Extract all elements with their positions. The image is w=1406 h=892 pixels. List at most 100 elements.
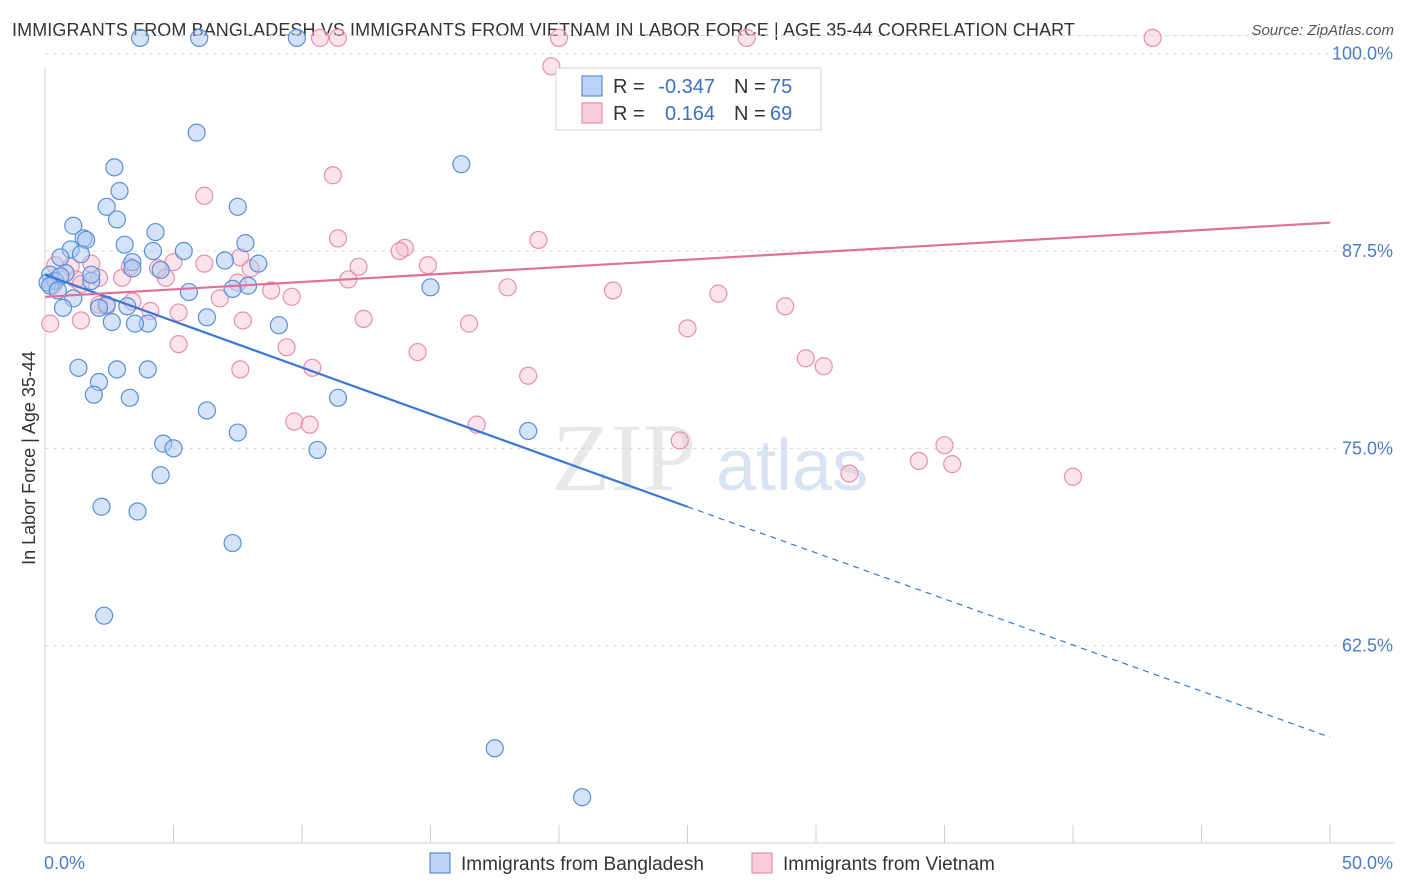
bangladesh-point <box>110 181 129 201</box>
watermark-atlas: atlas <box>716 426 868 506</box>
vietnam-point <box>678 319 697 338</box>
y-tick-label: 87.5% <box>1342 241 1393 261</box>
legend-swatch-vietnam <box>581 102 603 124</box>
bangladesh-point <box>102 312 121 332</box>
vietnam-point <box>282 287 301 306</box>
series-legend: Immigrants from Bangladesh Immigrants fr… <box>429 852 995 875</box>
bangladesh-point <box>69 358 88 377</box>
bangladesh-point <box>125 314 145 333</box>
bangladesh-trendline-extension <box>687 506 1331 738</box>
vietnam-point <box>909 451 928 471</box>
vietnam-point <box>354 309 373 328</box>
bangladesh-point <box>190 28 209 47</box>
bangladesh-point <box>164 439 183 458</box>
bangladesh-point <box>197 308 217 327</box>
y-tick-label: 75.0% <box>1342 438 1393 458</box>
vietnam-point <box>459 314 479 333</box>
bangladesh-point <box>223 533 242 553</box>
x-tick-label-end: 50.0% <box>1342 853 1393 873</box>
vietnam-point <box>709 284 728 303</box>
bangladesh-point <box>573 788 592 807</box>
vietnam-point <box>395 238 414 257</box>
bangladesh-point <box>53 298 73 317</box>
bangladesh-point <box>197 401 217 420</box>
bangladesh-point <box>223 279 242 298</box>
bangladesh-point <box>287 28 306 47</box>
vietnam-point <box>310 28 330 47</box>
trendlines <box>44 221 1331 738</box>
bangladesh-point <box>236 234 255 253</box>
bottom-legend-label-bangladesh: Immigrants from Bangladesh <box>461 854 704 875</box>
vietnam-point <box>776 297 795 316</box>
bangladesh-point <box>120 388 139 407</box>
bangladesh-point <box>82 265 101 284</box>
bangladesh-point <box>115 235 134 254</box>
bangladesh-point <box>215 251 234 270</box>
vietnam-point <box>408 342 427 362</box>
bangladesh-point <box>187 123 206 142</box>
bangladesh-point <box>143 241 163 261</box>
vietnam-point <box>796 349 815 368</box>
legend-n-label-2: N = <box>734 103 766 125</box>
bangladesh-point <box>228 197 247 216</box>
bangladesh-point <box>519 421 538 441</box>
bangladesh-point <box>107 360 127 379</box>
vietnam-point <box>169 335 188 354</box>
watermark-zip: ZIP <box>552 404 696 511</box>
vietnam-point <box>233 311 252 330</box>
bangladesh-point <box>228 423 247 442</box>
vietnam-point <box>71 311 91 330</box>
y-tick-label: 62.5% <box>1342 636 1393 656</box>
vietnam-point <box>323 166 342 185</box>
vietnam-point <box>519 366 538 385</box>
bangladesh-point <box>174 241 193 261</box>
bangladesh-point <box>130 28 150 47</box>
y-axis-label: In Labor Force | Age 35-44 <box>19 351 39 565</box>
vietnam-point <box>529 230 548 250</box>
legend-r-label-1: R = <box>613 76 645 98</box>
vietnam-point <box>840 464 859 483</box>
vietnam-point <box>262 281 281 300</box>
bangladesh-point <box>485 739 504 758</box>
bangladesh-point <box>151 466 170 485</box>
bangladesh-point <box>249 254 268 273</box>
vietnam-point <box>498 278 517 297</box>
bangladesh-point <box>71 245 91 264</box>
vietnam-point <box>737 28 756 47</box>
bangladesh-point <box>138 360 157 379</box>
bottom-legend-swatch-vietnam <box>751 852 773 874</box>
bangladesh-point <box>107 210 127 229</box>
vietnam-point <box>418 256 438 275</box>
vietnam-point <box>549 28 569 47</box>
vietnam-point <box>285 412 304 431</box>
vietnam-point <box>210 289 229 308</box>
watermark: ZIP atlas <box>552 404 868 511</box>
bangladesh-point <box>269 316 288 335</box>
bangladesh-point <box>89 298 109 317</box>
bangladesh-point <box>146 222 165 242</box>
vietnam-point <box>943 455 962 474</box>
legend-n-label-1: N = <box>734 76 766 98</box>
vietnam-point <box>300 415 319 434</box>
vietnam-point <box>277 338 296 357</box>
bangladesh-point <box>105 158 124 177</box>
legend-n-value-2: 69 <box>770 103 792 125</box>
bangladesh-point <box>92 497 111 516</box>
bangladesh-point <box>421 278 440 297</box>
bangladesh-points <box>38 28 592 807</box>
legend-r-value-1: -0.347 <box>658 76 715 98</box>
bangladesh-point <box>51 248 70 267</box>
vietnam-point <box>814 357 833 376</box>
chart-source: Source: ZipAtlas.com <box>1251 22 1394 39</box>
bangladesh-point <box>123 259 142 278</box>
vietnam-point <box>670 431 689 450</box>
vietnam-point <box>349 257 368 276</box>
bottom-legend-label-vietnam: Immigrants from Vietnam <box>783 854 995 875</box>
bangladesh-point <box>452 155 471 174</box>
vietnam-point <box>1063 467 1083 486</box>
bangladesh-point <box>64 216 83 235</box>
legend-swatch-bangladesh <box>581 75 603 97</box>
bangladesh-point <box>151 260 170 280</box>
bangladesh-point <box>84 385 103 404</box>
